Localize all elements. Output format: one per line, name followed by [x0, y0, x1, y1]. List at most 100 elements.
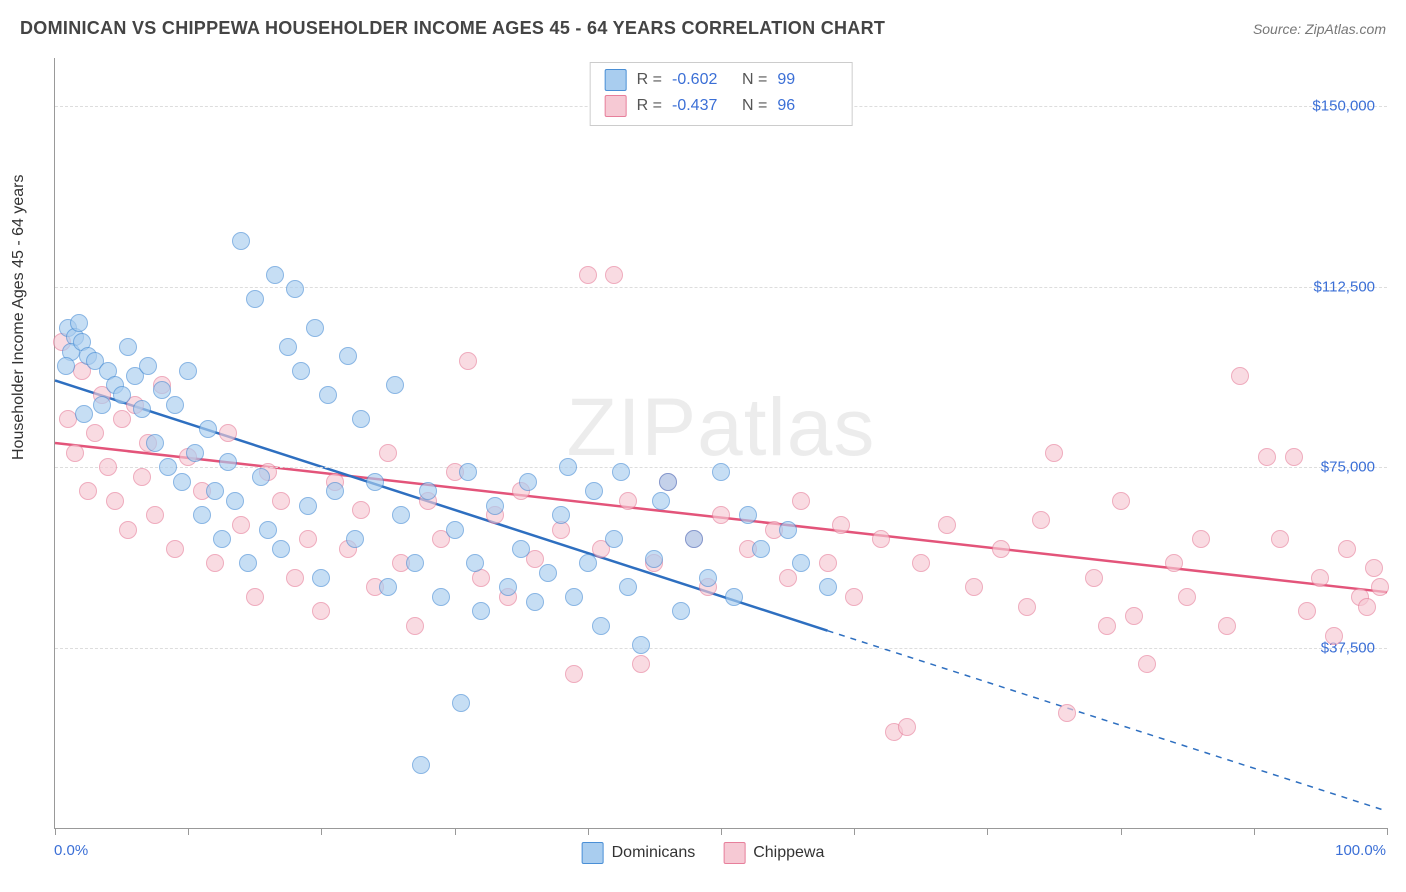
scatter-point: [312, 602, 330, 620]
scatter-point: [526, 593, 544, 611]
scatter-point: [585, 482, 603, 500]
scatter-point: [1258, 448, 1276, 466]
gridline: [55, 287, 1387, 288]
swatch-pink-icon: [605, 95, 627, 117]
scatter-point: [565, 665, 583, 683]
x-axis-max-label: 100.0%: [1335, 842, 1386, 859]
scatter-point: [419, 482, 437, 500]
legend-row-chippewa: R = -0.437 N = 96: [605, 93, 838, 119]
scatter-point: [173, 473, 191, 491]
scatter-point: [752, 540, 770, 558]
scatter-point: [326, 482, 344, 500]
scatter-point: [159, 458, 177, 476]
x-tick: [721, 828, 722, 835]
scatter-point: [1085, 569, 1103, 587]
y-tick-label: $112,500: [1314, 278, 1375, 295]
scatter-point: [186, 444, 204, 462]
scatter-point: [299, 530, 317, 548]
scatter-point: [845, 588, 863, 606]
x-tick: [55, 828, 56, 835]
scatter-point: [259, 521, 277, 539]
scatter-point: [146, 506, 164, 524]
scatter-point: [246, 290, 264, 308]
scatter-point: [70, 314, 88, 332]
y-tick-label: $75,000: [1321, 459, 1375, 476]
scatter-point: [539, 564, 557, 582]
y-tick-label: $150,000: [1312, 98, 1375, 115]
scatter-point: [792, 554, 810, 572]
scatter-point: [292, 362, 310, 380]
scatter-point: [519, 473, 537, 491]
scatter-point: [352, 410, 370, 428]
scatter-point: [579, 266, 597, 284]
x-tick: [321, 828, 322, 835]
scatter-point: [86, 424, 104, 442]
scatter-point: [266, 266, 284, 284]
scatter-point: [1285, 448, 1303, 466]
scatter-point: [446, 521, 464, 539]
n-value-chippewa: 96: [777, 97, 837, 115]
scatter-point: [779, 569, 797, 587]
scatter-point: [312, 569, 330, 587]
scatter-point: [512, 540, 530, 558]
scatter-point: [166, 540, 184, 558]
legend-item-dominicans: Dominicans: [582, 842, 696, 864]
scatter-point: [299, 497, 317, 515]
scatter-point: [992, 540, 1010, 558]
scatter-point: [319, 386, 337, 404]
scatter-point: [1125, 607, 1143, 625]
scatter-point: [725, 588, 743, 606]
scatter-point: [819, 578, 837, 596]
scatter-point: [1325, 627, 1343, 645]
scatter-point: [938, 516, 956, 534]
chart-header: DOMINICAN VS CHIPPEWA HOUSEHOLDER INCOME…: [20, 18, 1386, 39]
scatter-point: [552, 506, 570, 524]
scatter-point: [459, 352, 477, 370]
scatter-point: [1058, 704, 1076, 722]
scatter-point: [779, 521, 797, 539]
scatter-point: [472, 602, 490, 620]
scatter-point: [1365, 559, 1383, 577]
scatter-point: [226, 492, 244, 510]
scatter-point: [432, 588, 450, 606]
scatter-point: [499, 578, 517, 596]
scatter-point: [306, 319, 324, 337]
scatter-point: [193, 506, 211, 524]
legend-label-chippewa: Chippewa: [753, 844, 824, 862]
scatter-point: [392, 506, 410, 524]
scatter-point: [1018, 598, 1036, 616]
r-label: R =: [637, 97, 662, 115]
scatter-point: [579, 554, 597, 572]
scatter-point: [1138, 655, 1156, 673]
scatter-point: [133, 468, 151, 486]
scatter-point: [339, 347, 357, 365]
scatter-point: [352, 501, 370, 519]
scatter-point: [605, 530, 623, 548]
scatter-point: [645, 550, 663, 568]
scatter-point: [113, 386, 131, 404]
scatter-point: [1298, 602, 1316, 620]
scatter-point: [79, 482, 97, 500]
trend-lines: [55, 58, 1387, 828]
scatter-point: [699, 569, 717, 587]
scatter-point: [179, 362, 197, 380]
x-tick: [1121, 828, 1122, 835]
scatter-point: [819, 554, 837, 572]
r-value-dominicans: -0.602: [672, 71, 732, 89]
scatter-point: [592, 617, 610, 635]
scatter-point: [252, 468, 270, 486]
n-label: N =: [742, 71, 767, 89]
scatter-point: [99, 458, 117, 476]
scatter-point: [672, 602, 690, 620]
scatter-point: [1371, 578, 1389, 596]
legend-item-chippewa: Chippewa: [723, 842, 824, 864]
scatter-point: [219, 453, 237, 471]
scatter-point: [619, 578, 637, 596]
scatter-point: [652, 492, 670, 510]
scatter-point: [272, 540, 290, 558]
scatter-point: [632, 655, 650, 673]
swatch-pink-icon: [723, 842, 745, 864]
scatter-point: [1192, 530, 1210, 548]
scatter-point: [133, 400, 151, 418]
scatter-point: [559, 458, 577, 476]
